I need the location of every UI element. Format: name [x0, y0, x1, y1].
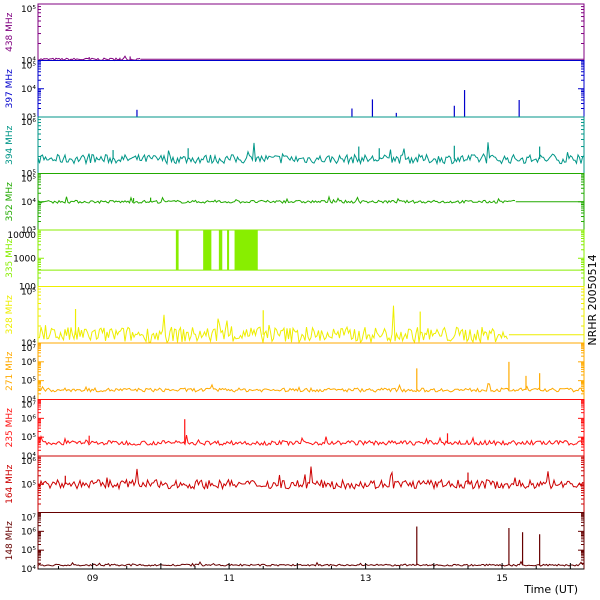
y-tick-label: 1000 — [13, 254, 36, 264]
panel-frame — [37, 60, 585, 118]
signal-trace — [37, 382, 585, 393]
y-tick-label: 10⁴ — [21, 57, 36, 67]
signal-burst — [218, 230, 223, 271]
y-tick-label: 10⁵ — [21, 170, 36, 180]
panel-438-mhz: 10⁴ 10⁵ 438 MHz — [5, 3, 585, 67]
y-tick-label: 10⁴ — [21, 339, 36, 349]
y-tick-label: 10⁶ — [21, 457, 36, 467]
panel-frame — [37, 229, 585, 287]
signal-trace — [37, 560, 585, 567]
panel-frequency-label: 352 MHz — [5, 182, 15, 222]
signal-trace — [37, 466, 585, 491]
y-tick-label: 10⁴ — [21, 396, 36, 406]
panel-frequency-label: 148 MHz — [5, 521, 15, 561]
y-tick-label: 10⁴ — [21, 198, 36, 208]
panel-frame — [37, 116, 585, 174]
station-label: NRHR 20050514 — [586, 254, 599, 345]
panel-frequency-label: 235 MHz — [5, 408, 15, 448]
y-tick-label: 10⁵ — [21, 433, 36, 443]
y-tick-label: 10⁶ — [21, 358, 36, 368]
panel-235-mhz: 10⁴ 10⁵ 10⁶ 10⁷ 235 MHz — [5, 399, 585, 462]
y-tick-label: 10⁵ — [21, 377, 36, 387]
panel-frame — [37, 3, 585, 61]
y-tick-label: 10⁵ — [21, 175, 36, 185]
signal-burst — [175, 230, 179, 271]
time-tick-label: 11 — [223, 574, 234, 584]
panel-frame — [37, 342, 585, 400]
panel-328-mhz: 10⁴ 10⁵ 328 MHz — [5, 286, 585, 349]
y-tick-label: 10000 — [7, 231, 36, 241]
signal-burst — [227, 230, 230, 271]
time-tick-label: 13 — [360, 574, 371, 584]
y-tick-label: 10⁷ — [21, 344, 36, 354]
y-tick-label: 10⁷ — [21, 401, 36, 411]
y-tick-label: 10⁵ — [21, 480, 36, 490]
panel-394-mhz: 10⁵ 10⁶ 394 MHz — [5, 116, 585, 180]
signal-trace — [37, 195, 516, 205]
y-tick-label: 10⁴ — [21, 452, 36, 462]
y-tick-label: 10⁵ — [21, 5, 36, 15]
panel-frequency-label: 328 MHz — [5, 295, 15, 335]
panel-frame — [37, 512, 585, 570]
signal-burst — [234, 230, 258, 271]
signal-trace — [37, 305, 508, 344]
panel-352-mhz: 10³ 10⁴ 10⁵ 352 MHz — [5, 173, 585, 236]
panel-271-mhz: 10⁴ 10⁵ 10⁶ 10⁷ 271 MHz — [5, 342, 585, 406]
y-tick-label: 10⁶ — [21, 414, 36, 424]
panel-frequency-label: 438 MHz — [5, 12, 15, 52]
panel-frequency-label: 271 MHz — [5, 351, 15, 391]
y-tick-label: 10⁶ — [21, 118, 36, 128]
signal-burst — [203, 230, 212, 271]
signal-trace — [37, 142, 585, 166]
y-tick-label: 10⁴ — [21, 565, 36, 575]
panel-frame — [37, 399, 585, 457]
time-tick-label: 09 — [87, 574, 99, 584]
y-tick-label: 100 — [19, 283, 36, 293]
panel-164-mhz: 10⁵ 10⁶ 164 MHz — [5, 455, 585, 513]
panel-frequency-label: 397 MHz — [5, 69, 15, 109]
y-tick-label: 10⁶ — [21, 527, 36, 537]
y-tick-label: 10⁵ — [21, 288, 36, 298]
time-axis: Time (UT) 09 11 13 15 — [38, 563, 584, 596]
y-tick-label: 10³ — [21, 113, 36, 123]
panel-frequency-label: 164 MHz — [5, 464, 15, 504]
y-tick-label: 10⁵ — [21, 62, 36, 72]
time-tick-label: 15 — [496, 574, 507, 584]
y-tick-label: 10³ — [21, 226, 36, 236]
panel-frequency-label: 335 MHz — [5, 238, 15, 278]
panel-148-mhz: 10⁴ 10⁵ 10⁶ 10⁷ 148 MHz — [5, 512, 585, 575]
y-tick-label: 10⁷ — [21, 514, 36, 524]
signal-trace — [37, 434, 585, 447]
panel-frequency-label: 394 MHz — [5, 125, 15, 165]
y-tick-label: 10⁵ — [21, 546, 36, 556]
time-axis-title: Time (UT) — [523, 583, 578, 596]
y-tick-label: 10⁴ — [21, 85, 36, 95]
